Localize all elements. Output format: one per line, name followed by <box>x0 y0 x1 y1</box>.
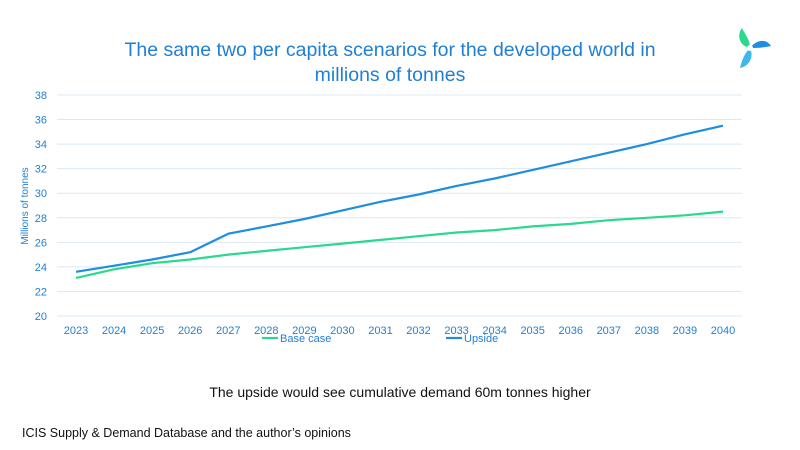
y-tick-label: 34 <box>35 139 47 151</box>
x-tick-label: 2033 <box>444 325 468 337</box>
series-line-base-case <box>75 210 724 279</box>
x-tick-label: 2032 <box>406 325 430 337</box>
x-tick-label: 2029 <box>292 325 316 337</box>
y-tick-label: 20 <box>35 311 47 323</box>
y-tick-label: 28 <box>35 213 47 225</box>
logo-icon <box>739 28 771 68</box>
x-tick-label: 2039 <box>673 325 697 337</box>
y-tick-label: 38 <box>35 90 47 102</box>
x-tick-label: 2038 <box>635 325 659 337</box>
x-tick-label: 2028 <box>254 325 278 337</box>
y-tick-label: 32 <box>35 164 47 176</box>
x-tick-label: 2026 <box>178 325 202 337</box>
x-tick-label: 2040 <box>711 325 735 337</box>
y-tick-label: 36 <box>35 115 47 127</box>
x-tick-label: 2023 <box>64 325 88 337</box>
legend-label: Upside <box>464 333 498 345</box>
chart-subtitle: The upside would see cumulative demand 6… <box>209 384 591 400</box>
y-tick-label: 22 <box>35 286 47 298</box>
y-tick-label: 26 <box>35 237 47 249</box>
x-tick-label: 2024 <box>102 325 126 337</box>
x-tick-label: 2027 <box>216 325 240 337</box>
x-tick-label: 2030 <box>330 325 354 337</box>
chart-gridlines <box>57 94 742 317</box>
x-tick-label: 2034 <box>482 325 506 337</box>
x-axis-ticks: 2023 2024 2025 2026 2027 2028 2029 2030 2031 2032… <box>64 325 735 337</box>
x-tick-label: 2025 <box>140 325 164 337</box>
chart-title: The same two per capita scenarios for th… <box>124 39 656 86</box>
source-note: ICIS Supply & Demand Database and the au… <box>22 426 351 440</box>
legend-label: Base case <box>280 333 331 345</box>
x-tick-label: 2031 <box>368 325 392 337</box>
series-line-upside <box>75 124 724 273</box>
y-tick-label: 30 <box>35 188 47 200</box>
y-tick-label: 24 <box>35 262 47 274</box>
y-axis-label: Millions of tonnes <box>20 167 31 244</box>
x-tick-label: 2035 <box>520 325 544 337</box>
y-axis-ticks: 20 22 24 26 28 30 32 34 36 38 <box>35 90 47 323</box>
x-tick-label: 2037 <box>597 325 621 337</box>
chart-series <box>75 124 724 279</box>
x-tick-label: 2036 <box>559 325 583 337</box>
chart-legend: Base case Upside <box>262 333 498 345</box>
